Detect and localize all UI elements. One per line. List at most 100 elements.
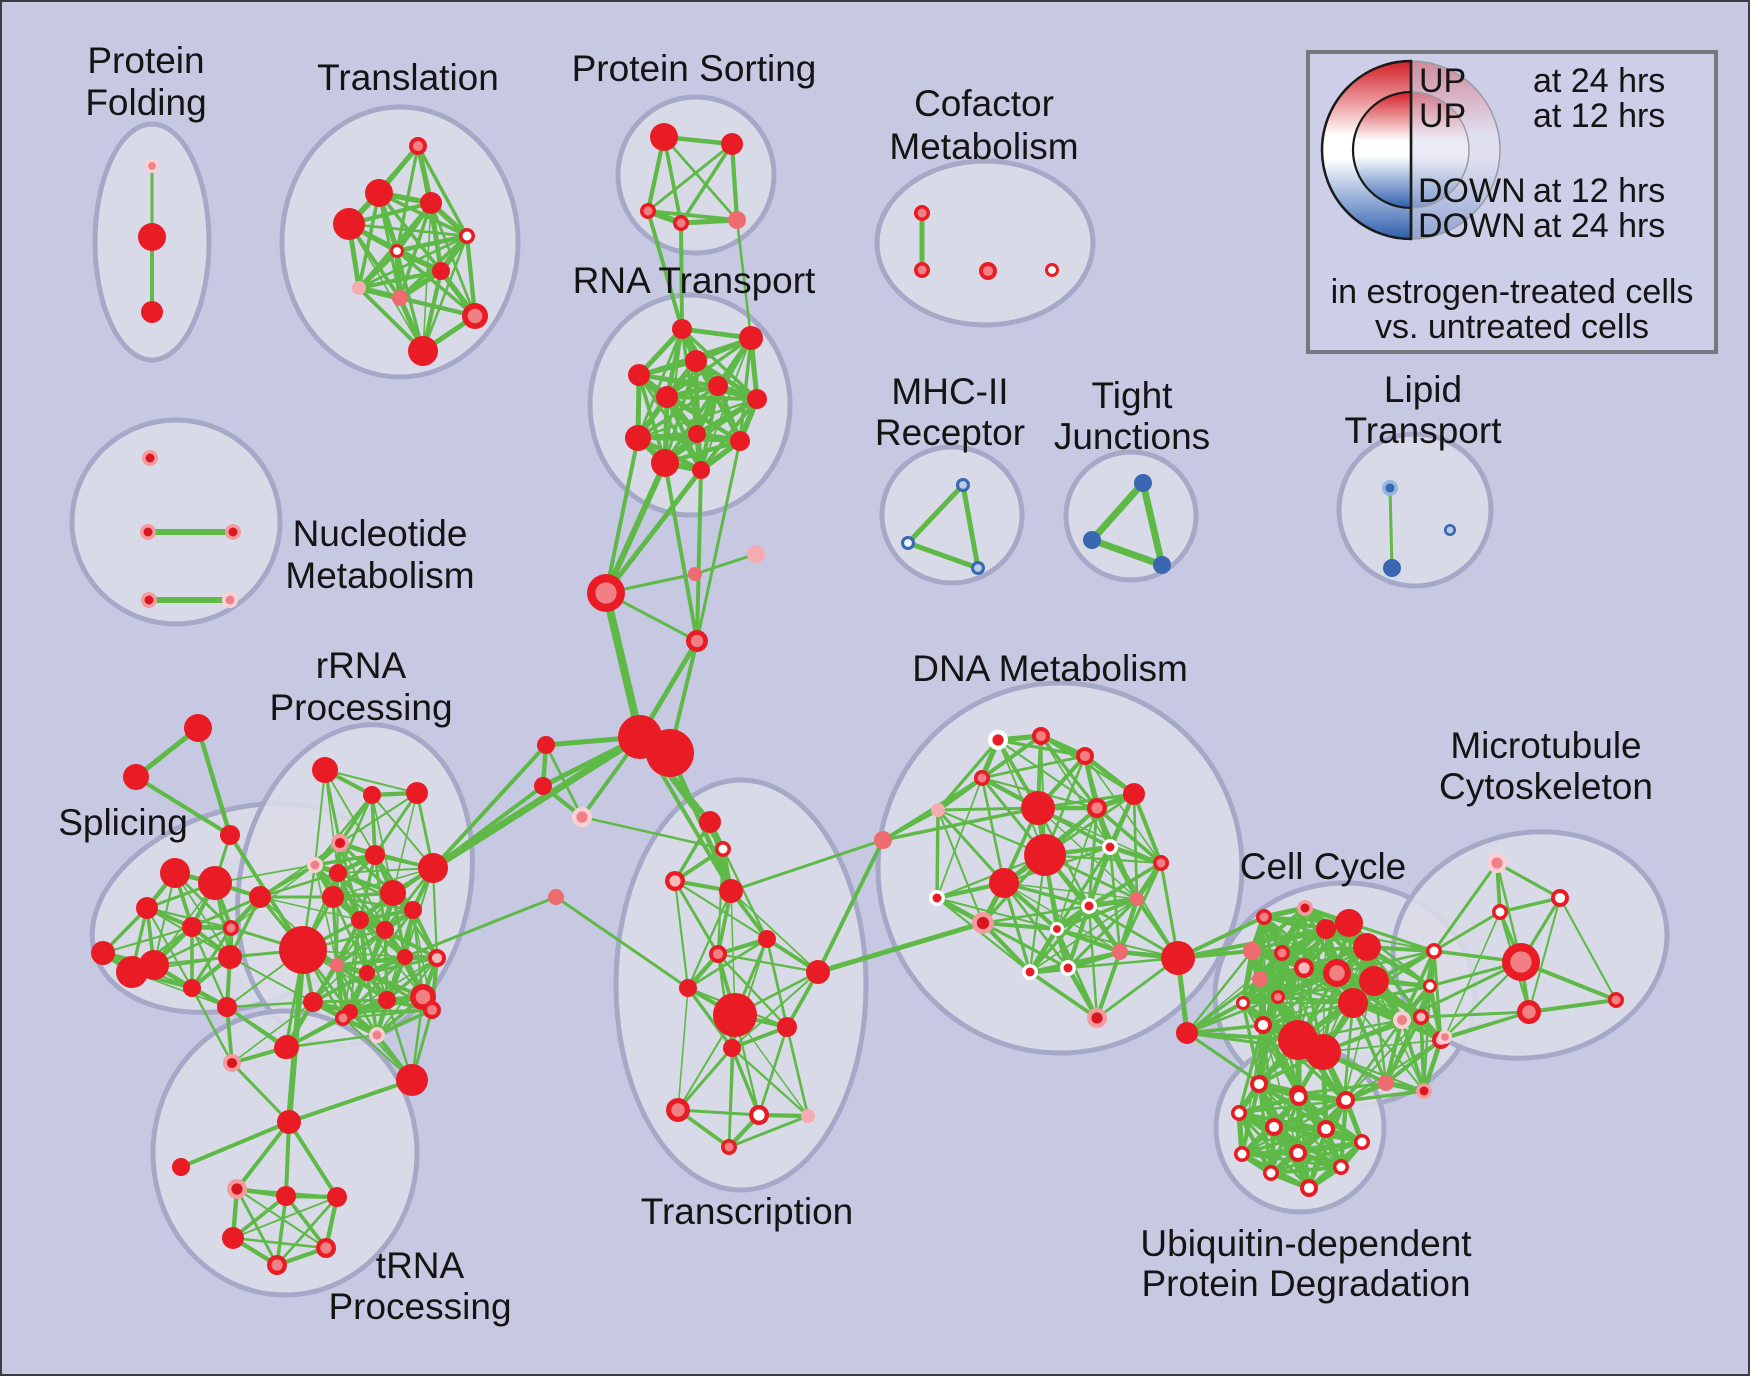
node-TN-4[interactable] xyxy=(327,1187,347,1207)
node-RR-29[interactable] xyxy=(534,777,552,795)
node-SP-10[interactable] xyxy=(217,997,237,1017)
node-RR-20[interactable] xyxy=(378,991,396,1009)
node-CC-10[interactable] xyxy=(1252,971,1268,987)
node-DN-4[interactable] xyxy=(931,803,945,817)
node-TG-1[interactable] xyxy=(123,764,149,790)
node-SP-2[interactable] xyxy=(136,897,158,919)
node-TR-3[interactable] xyxy=(333,208,365,240)
node-TN-0[interactable] xyxy=(277,1110,301,1134)
node-CH-5[interactable] xyxy=(646,729,694,777)
node-DN-20[interactable] xyxy=(1161,941,1195,975)
node-CC-16[interactable] xyxy=(1305,1034,1341,1070)
node-RT-0[interactable] xyxy=(672,319,692,339)
node-core-DN-6 xyxy=(1091,802,1103,814)
node-PS-1[interactable] xyxy=(721,133,743,155)
node-SP-1[interactable] xyxy=(198,866,232,900)
node-RR-26[interactable] xyxy=(396,1064,428,1096)
node-TR-1[interactable] xyxy=(365,179,393,207)
node-TR-10[interactable] xyxy=(408,336,438,366)
node-RR-13[interactable] xyxy=(279,926,327,974)
node-RR-5[interactable] xyxy=(365,845,385,865)
node-TX-9[interactable] xyxy=(806,960,830,984)
node-DN-17[interactable] xyxy=(1112,944,1128,960)
node-RR-6[interactable] xyxy=(418,853,448,883)
node-TX-10[interactable] xyxy=(777,1017,797,1037)
node-CC-5[interactable] xyxy=(1243,942,1261,960)
node-RR-1[interactable] xyxy=(363,786,381,804)
node-CC-21[interactable] xyxy=(1378,1075,1394,1091)
node-TX-8[interactable] xyxy=(713,993,757,1037)
node-TX-14[interactable] xyxy=(801,1109,815,1123)
node-TX-3[interactable] xyxy=(719,879,743,903)
node-TJ-1[interactable] xyxy=(1083,531,1101,549)
node-TR-7[interactable] xyxy=(352,281,366,295)
node-DN-7[interactable] xyxy=(1021,791,1055,825)
node-TN-1[interactable] xyxy=(172,1158,190,1176)
node-PF-2[interactable] xyxy=(141,301,163,323)
node-SP-3[interactable] xyxy=(91,941,115,965)
node-BR-0[interactable] xyxy=(874,831,892,849)
node-CC-9[interactable] xyxy=(1359,966,1389,996)
node-DN-15[interactable] xyxy=(1130,892,1144,906)
node-TN-5[interactable] xyxy=(222,1227,244,1249)
node-RR-9[interactable] xyxy=(380,880,406,906)
node-RR-8[interactable] xyxy=(322,886,344,908)
node-RT-4[interactable] xyxy=(708,376,728,396)
node-RR-7[interactable] xyxy=(329,864,347,882)
node-PS-0[interactable] xyxy=(650,123,678,151)
node-PS-4[interactable] xyxy=(728,211,746,229)
node-DN-8[interactable] xyxy=(1024,834,1066,876)
node-TG-0[interactable] xyxy=(184,714,212,742)
node-CH-1[interactable] xyxy=(688,567,702,581)
node-TX-7[interactable] xyxy=(679,979,697,997)
node-RT-9[interactable] xyxy=(730,431,750,451)
node-SP-9[interactable] xyxy=(116,956,148,988)
node-TG-2[interactable] xyxy=(220,825,240,845)
node-CC-14[interactable] xyxy=(1338,988,1368,1018)
node-CC-3[interactable] xyxy=(1335,909,1363,937)
node-RT-2[interactable] xyxy=(685,350,707,372)
node-RT-6[interactable] xyxy=(747,389,767,409)
node-RR-18[interactable] xyxy=(303,992,323,1012)
node-RT-5[interactable] xyxy=(656,386,678,408)
node-TX-11[interactable] xyxy=(723,1039,741,1057)
node-RR-14[interactable] xyxy=(330,958,344,972)
node-RT-8[interactable] xyxy=(688,425,706,443)
node-TX-6[interactable] xyxy=(758,930,776,948)
node-RR-2[interactable] xyxy=(406,782,428,804)
node-RR-15[interactable] xyxy=(359,965,375,981)
node-SP-11[interactable] xyxy=(249,886,271,908)
node-DN-5[interactable] xyxy=(1123,783,1145,805)
node-TR-6[interactable] xyxy=(432,262,450,280)
node-CH-2[interactable] xyxy=(747,545,765,563)
node-TN-3[interactable] xyxy=(276,1186,296,1206)
node-SP-5[interactable] xyxy=(182,917,202,937)
node-CC-2[interactable] xyxy=(1316,919,1336,939)
node-CC-26[interactable] xyxy=(1176,1022,1198,1044)
node-RT-10[interactable] xyxy=(651,449,679,477)
node-RT-1[interactable] xyxy=(739,326,763,350)
node-RR-11[interactable] xyxy=(376,921,394,939)
node-SP-0[interactable] xyxy=(160,858,190,888)
node-PF-1[interactable] xyxy=(138,223,166,251)
node-RR-0[interactable] xyxy=(312,757,338,783)
node-LT-1[interactable] xyxy=(1383,559,1401,577)
node-RR-12[interactable] xyxy=(404,901,422,919)
node-SP-7[interactable] xyxy=(218,945,242,969)
node-TR-2[interactable] xyxy=(420,192,442,214)
node-CC-4[interactable] xyxy=(1353,933,1381,961)
node-RR-25[interactable] xyxy=(274,1037,296,1059)
node-TR-8[interactable] xyxy=(392,290,408,306)
node-TJ-0[interactable] xyxy=(1134,474,1152,492)
node-RT-3[interactable] xyxy=(628,364,650,386)
node-TJ-2[interactable] xyxy=(1153,556,1171,574)
node-RR-16[interactable] xyxy=(397,949,413,965)
node-RT-7[interactable] xyxy=(625,425,651,451)
node-TX-5[interactable] xyxy=(548,889,564,905)
node-SP-8[interactable] xyxy=(183,979,201,997)
node-RR-28[interactable] xyxy=(537,736,555,754)
node-TX-0[interactable] xyxy=(699,811,721,833)
node-RR-10[interactable] xyxy=(351,911,369,929)
node-RT-11[interactable] xyxy=(692,461,710,479)
node-DN-11[interactable] xyxy=(989,868,1019,898)
